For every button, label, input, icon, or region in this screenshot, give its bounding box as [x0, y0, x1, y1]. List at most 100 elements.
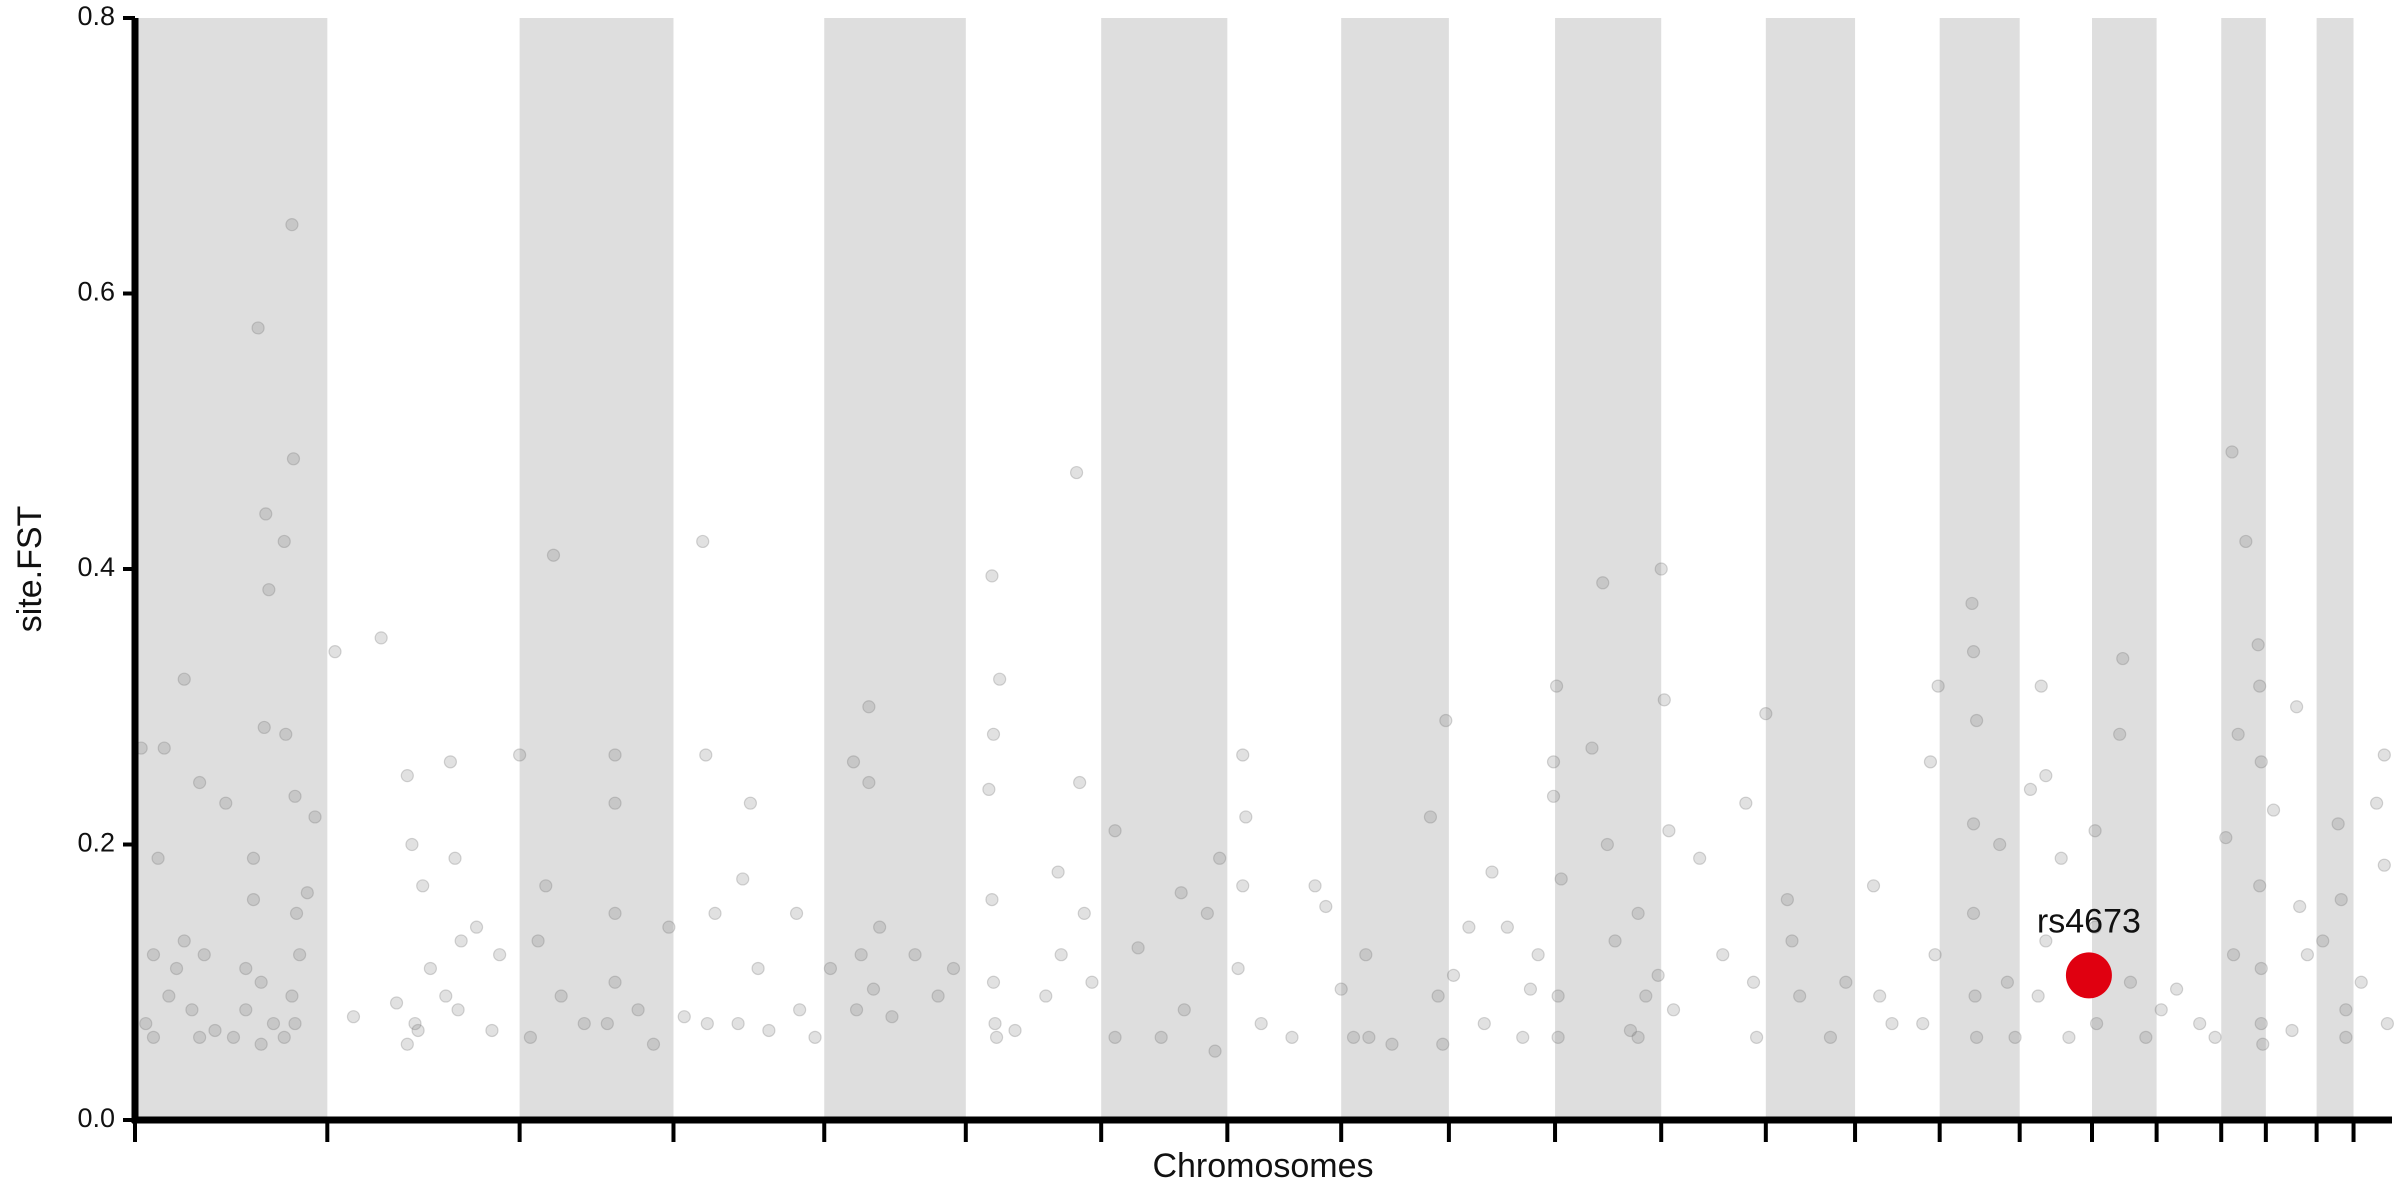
point	[646, 1037, 661, 1051]
point	[608, 796, 622, 810]
y-tick-label: 0.2	[77, 828, 115, 858]
y-tick-label: 0.0	[77, 1103, 115, 1133]
point	[2154, 1003, 2168, 1017]
points: rs4673	[134, 218, 2394, 1058]
point	[400, 769, 414, 783]
point	[849, 1003, 864, 1017]
point	[2039, 769, 2053, 783]
point	[1596, 576, 1610, 590]
point	[2062, 1030, 2076, 1044]
point	[1500, 920, 1514, 934]
point	[1077, 906, 1091, 920]
point	[1749, 1030, 1764, 1044]
point	[208, 1023, 222, 1038]
point	[2113, 727, 2127, 741]
point	[293, 948, 307, 962]
point	[988, 1016, 1002, 1031]
point	[539, 879, 553, 893]
point	[1551, 989, 1565, 1003]
point	[808, 1030, 822, 1044]
point	[1334, 982, 1348, 996]
point	[1546, 755, 1561, 769]
point	[2088, 920, 2102, 934]
point	[2088, 824, 2102, 838]
y-tick-label: 0.8	[77, 1, 115, 31]
point	[789, 906, 804, 920]
point	[411, 1023, 425, 1038]
point	[2316, 934, 2330, 948]
chromosome-band	[1101, 18, 1228, 1120]
point	[1693, 851, 1707, 865]
point	[389, 996, 404, 1010]
point	[2231, 727, 2245, 741]
point	[443, 755, 457, 769]
point	[2300, 948, 2314, 962]
point	[1236, 748, 1250, 762]
point	[946, 961, 961, 976]
point	[2023, 782, 2038, 797]
point	[577, 1016, 591, 1031]
point	[2054, 851, 2068, 865]
point	[1785, 934, 1799, 948]
point	[854, 948, 868, 962]
point	[185, 1003, 199, 1017]
point	[2290, 700, 2304, 714]
point	[239, 961, 253, 976]
point	[408, 1016, 422, 1031]
chromosome-band	[2221, 18, 2266, 1120]
point	[2285, 1023, 2299, 1038]
point	[197, 948, 211, 962]
point	[285, 989, 299, 1003]
point	[608, 975, 622, 989]
point	[1823, 1030, 1838, 1044]
point	[1866, 879, 1881, 893]
point	[1177, 1003, 1191, 1017]
point	[1993, 837, 2007, 852]
point	[1839, 975, 1853, 989]
point	[1436, 1037, 1450, 1051]
point	[1966, 817, 1981, 831]
chromosome-band	[135, 18, 328, 1120]
point	[793, 1003, 807, 1017]
point	[2123, 975, 2138, 989]
point	[1359, 948, 1373, 962]
chromosome-band	[1341, 18, 1449, 1120]
point	[288, 1016, 302, 1031]
point	[885, 1010, 899, 1024]
point	[731, 1016, 745, 1031]
point	[485, 1023, 499, 1038]
chromosome-band	[2091, 18, 2157, 1120]
point	[2090, 1016, 2104, 1031]
point	[2377, 748, 2391, 762]
point	[416, 879, 430, 893]
point	[1385, 1037, 1399, 1051]
point	[1928, 948, 1942, 962]
point	[2334, 892, 2348, 907]
point	[1916, 1016, 1930, 1031]
point	[2225, 445, 2239, 459]
point	[1793, 989, 1807, 1003]
point	[696, 534, 710, 549]
point	[448, 851, 462, 865]
point	[662, 920, 676, 934]
point	[1600, 837, 1614, 852]
point	[193, 1030, 207, 1044]
point	[2251, 638, 2265, 652]
point	[1051, 865, 1065, 879]
chromosome-band	[1555, 18, 1662, 1120]
point	[300, 886, 314, 900]
point	[762, 1023, 776, 1038]
point	[139, 1016, 153, 1031]
point	[1231, 961, 1245, 976]
point	[743, 796, 758, 810]
y-axis-label: site.FST	[11, 506, 49, 633]
point	[279, 727, 293, 741]
point	[423, 961, 437, 976]
point	[986, 727, 1001, 741]
point	[1523, 982, 1538, 996]
chromosome-band	[1765, 18, 1856, 1120]
point	[862, 700, 876, 714]
point	[285, 218, 299, 232]
point	[523, 1030, 537, 1044]
point	[2331, 817, 2345, 831]
